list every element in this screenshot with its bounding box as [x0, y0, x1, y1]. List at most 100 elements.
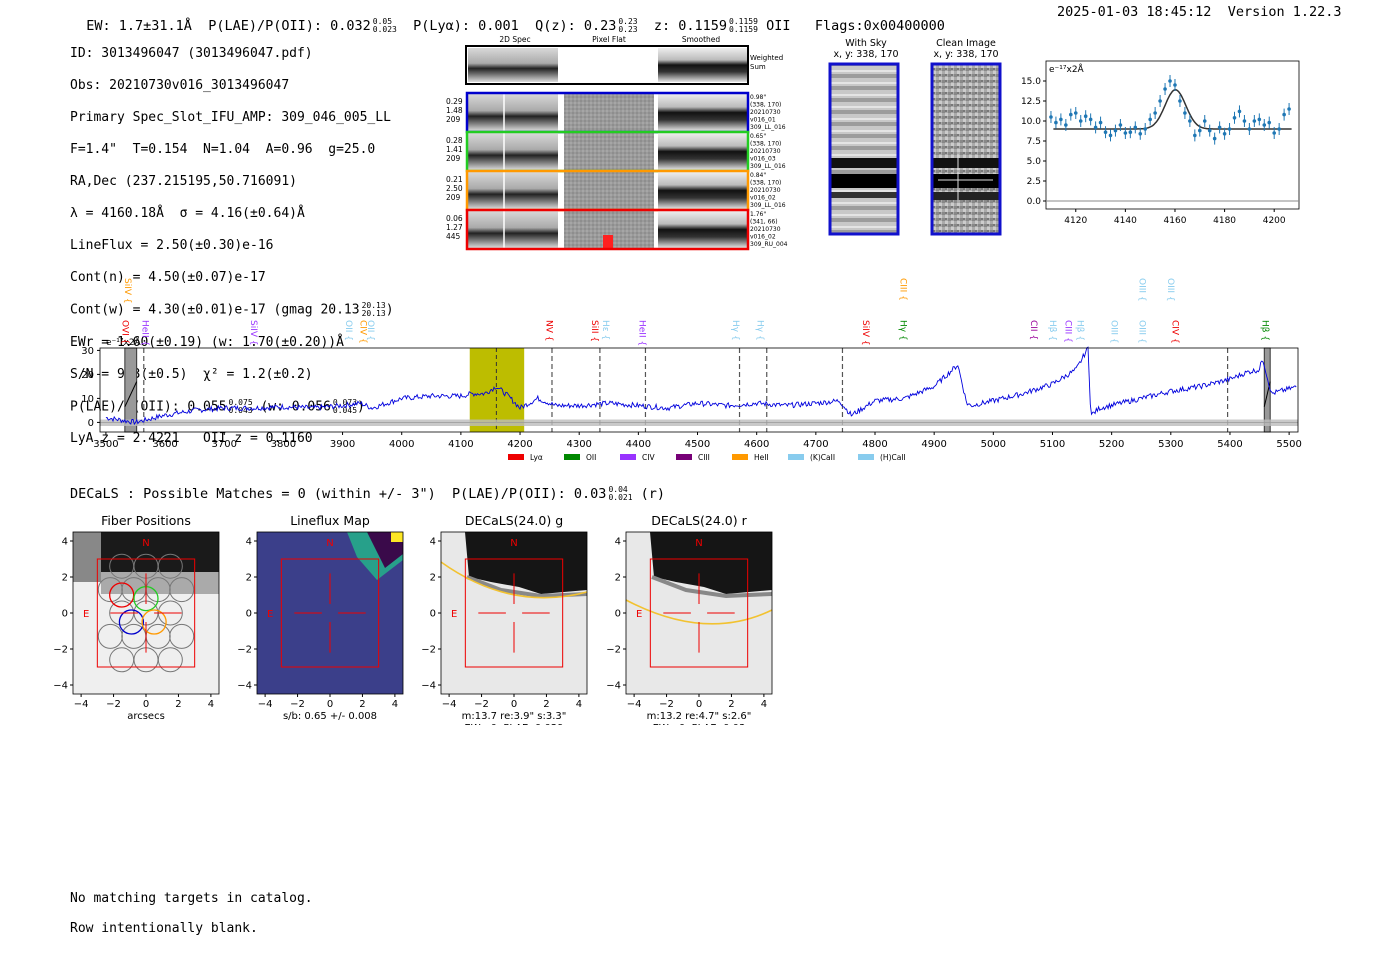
- north-label: N: [326, 538, 333, 549]
- north-label: N: [695, 538, 702, 549]
- fit-point: [1108, 133, 1113, 138]
- legend-label: (H)CaII: [880, 453, 906, 462]
- fit-point: [1242, 119, 1247, 123]
- fit-xtick-label: 4180: [1213, 216, 1236, 226]
- cutout-meta: 0.98": [750, 94, 766, 101]
- cutout-meta: 20210730: [750, 226, 781, 233]
- cutout-stat: 209: [446, 115, 461, 124]
- east-label: E: [451, 609, 457, 620]
- header-z-err: 0.1159 0.1159: [729, 17, 758, 34]
- east-label: E: [83, 609, 89, 620]
- panel-ytick: 0: [62, 609, 68, 620]
- fiber-circle: [97, 577, 123, 603]
- cutout-meta: 309_LL_016: [750, 124, 786, 131]
- search-box: [649, 558, 749, 668]
- panel-ytick: 4: [615, 537, 621, 548]
- panel-title: DECaLS(24.0) r: [651, 513, 747, 528]
- header-plae: P(LAE)/P(OII): 0.032: [208, 18, 371, 34]
- spec-xtick-label: 4400: [626, 439, 651, 450]
- flag-marker: [603, 235, 613, 248]
- spec-xtick-label: 5000: [981, 439, 1006, 450]
- spec-xtick-label: 4200: [507, 439, 532, 450]
- legend-label: (K)CaII: [810, 453, 835, 462]
- panel-xtick: 2: [543, 699, 549, 710]
- header-flags: Flags:0x00400000: [814, 18, 945, 34]
- masked-hatch: [124, 381, 138, 408]
- fit-point: [1267, 120, 1272, 125]
- line-window: [469, 348, 525, 432]
- panel-xtick: 4: [761, 699, 767, 710]
- panel-xtick: −4: [258, 699, 273, 710]
- panel-title: Lineflux Map: [290, 513, 370, 528]
- panel-ytick: −4: [606, 681, 621, 692]
- fit-point: [1277, 127, 1281, 131]
- panel-ytick: −2: [53, 645, 68, 656]
- search-box: [96, 558, 196, 668]
- fiber-orange: [141, 609, 167, 635]
- legend-swatch: [508, 454, 524, 460]
- cutout-meta: 1.76": [750, 211, 766, 218]
- spec-xtick-label: 3900: [330, 439, 355, 450]
- fit-point: [1059, 117, 1063, 122]
- withsky-title: With Sky x, y: 338, 170: [833, 38, 899, 60]
- panel-sub1: s/b: 0.65 +/- 0.008: [283, 711, 377, 722]
- fit-axes: [1045, 60, 1300, 210]
- fit-point: [1163, 87, 1167, 91]
- info-contn: Cont(n) = 4.50(±0.07)e-17: [70, 270, 266, 285]
- clean-title: Clean Image x, y: 338, 170: [933, 38, 999, 60]
- header-z: z: 0.1159: [653, 18, 728, 34]
- cutout-meta: v016_02: [750, 195, 776, 202]
- legend-label: Lyα: [530, 453, 543, 462]
- panel-xtick: −2: [290, 699, 305, 710]
- spec-xtick-label: 4800: [862, 439, 887, 450]
- panel-xtick: −2: [659, 699, 674, 710]
- fit-point: [1113, 128, 1118, 133]
- cutout-stat: 1.48: [446, 106, 463, 115]
- spec-xtick-label: 4700: [803, 439, 828, 450]
- spec-xtick-label: 3600: [152, 439, 177, 450]
- spec-ytick-label: 30: [81, 346, 94, 357]
- spec-xtick-label: 4500: [685, 439, 710, 450]
- info-ewr: EWr = 1.60(±0.19) (w: 1.70(±0.20))Å: [70, 334, 344, 350]
- cutout-meta: 0.84": [750, 172, 766, 179]
- panel-xtick: 2: [175, 699, 181, 710]
- line-label: HeII {: [140, 320, 150, 346]
- fit-point: [1093, 125, 1098, 130]
- panel-xtick: 0: [511, 699, 517, 710]
- info-radec: RA,Dec (237.215195,50.716091): [70, 174, 297, 189]
- fit-point: [1098, 120, 1103, 125]
- fit-point: [1049, 115, 1053, 119]
- east-label: E: [267, 609, 273, 620]
- spec-cutouts: 2D Spec Pixel Flat Smoothed Weighted Sum…: [446, 35, 788, 251]
- spec-xtick-label: 5200: [1099, 439, 1124, 450]
- decals-panel: Lineflux Map N E −4 −4 −2 −2 0 0 2 2 4 4 s/b: 0.65 +/…: [237, 513, 404, 722]
- decals-panel: DECaLS(24.0) r N E −4 −4 −2 −2 0 0 2 2 4 4 m:13.2 re:…: [606, 513, 773, 725]
- fit-point: [1118, 123, 1123, 127]
- legend-swatch: [676, 454, 692, 460]
- info-block: ID: 3013496047 (3013496047.pdf) Obs: 202…: [70, 30, 394, 463]
- fit-ytick-label: 5.0: [1027, 157, 1042, 167]
- line-label: CIV {: [357, 320, 367, 344]
- fit-xtick-label: 4160: [1164, 216, 1187, 226]
- panel-ytick: 2: [615, 573, 621, 584]
- fit-point: [1069, 112, 1073, 117]
- fit-point: [1217, 125, 1222, 130]
- info-id: ID: 3013496047 (3013496047.pdf): [70, 46, 313, 61]
- panel-xtick: 2: [359, 699, 365, 710]
- decals-title: DECaLS : Possible Matches = 0 (within +/…: [70, 485, 666, 503]
- panel-xtick: 0: [696, 699, 702, 710]
- spec-xtick-label: 3500: [93, 439, 118, 450]
- spec-xtick-label: 4600: [744, 439, 769, 450]
- line-label: Hγ {: [730, 320, 740, 341]
- clean-image: [930, 62, 1002, 236]
- fit-ytick-label: 12.5: [1021, 97, 1041, 107]
- info-lambda: λ = 4160.18Å σ = 4.16(±0.64)Å: [70, 206, 305, 221]
- fiber-circle: [109, 553, 135, 579]
- cutout-meta: v016_02: [750, 234, 776, 241]
- line-label: CIV {: [1170, 320, 1180, 344]
- line-label: Hβ {: [1047, 320, 1057, 341]
- panel-ytick: 0: [430, 609, 436, 620]
- legend-label: CIV: [642, 453, 655, 462]
